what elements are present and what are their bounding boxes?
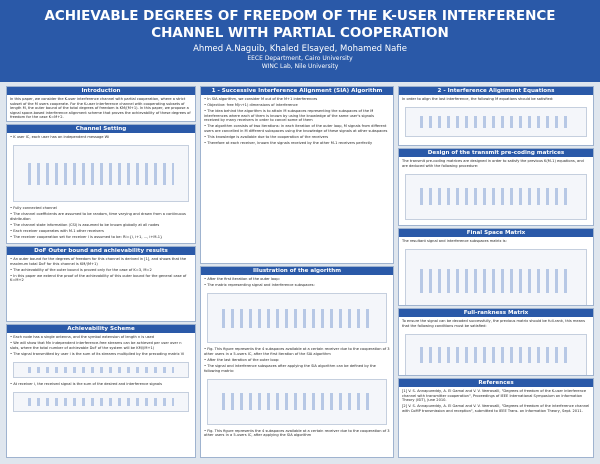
section-body: [1] V. S. Annapureddy, A. El Gamal and V…: [399, 387, 593, 417]
section-body: [399, 139, 593, 143]
paragraph: [2] V. S. Annapureddy, A. El Gamal and V…: [402, 404, 590, 413]
figure: [13, 391, 189, 412]
section-heading: Introduction: [7, 87, 195, 95]
section-body: [7, 414, 195, 418]
paragraph: • The channel state information (CSI) is…: [10, 222, 160, 227]
section: DoF Outer bound and achievability result…: [6, 246, 196, 322]
figure: [207, 378, 387, 425]
paragraph: • In SIA algorithm, we consider M out of…: [204, 97, 318, 101]
paragraph: • After the last iteration of the outer …: [204, 357, 280, 362]
paragraph: • Objective: free M(n+1) dimensions of i…: [204, 103, 298, 108]
section-body: In order to align the last interference,…: [399, 95, 593, 105]
section: Introduction In this paper, we consider t…: [6, 86, 196, 122]
paragraph: • K user IC, each user has an independen…: [10, 135, 110, 139]
affiliation: WINC Lab, Nile University: [261, 63, 339, 70]
section-body: • In SIA algorithm, we consider M out of…: [201, 95, 393, 149]
section-heading: Channel Setting: [7, 125, 195, 133]
section-heading: DoF Outer bound and achievability result…: [7, 247, 195, 255]
paragraph: • Therefore at each receiver, known the …: [204, 141, 373, 146]
header: ACHIEVABLE DEGREES OF FREEDOM OF THE K-U…: [0, 0, 600, 82]
section-body: In this paper, we consider the K-user in…: [7, 95, 195, 121]
paragraph: The resultant signal and interference su…: [402, 239, 507, 243]
section-heading: Illustration of the algorithm: [201, 267, 393, 275]
paragraph: • Each node has a single antenna, and th…: [10, 335, 155, 339]
section-heading: Achievability Scheme: [7, 325, 195, 333]
section-body: The transmit pre-coding matrices are des…: [399, 157, 593, 172]
section: Final Space Matrix The resultant signal a…: [398, 228, 594, 306]
paragraph: In this paper, we consider the K-user in…: [10, 97, 191, 120]
figure: [405, 249, 587, 305]
paragraph: • This knowledge is available due to the…: [204, 135, 329, 140]
paragraph: • The algorithm consists of two iteratio…: [204, 124, 388, 134]
section: Full-rankness Matrix To ensure the signal…: [398, 308, 594, 376]
section-body: [399, 222, 593, 225]
section-body: • An outer bound for the degrees of free…: [7, 255, 195, 286]
section-heading: 1 - Successive Interference Alignment (S…: [201, 87, 393, 95]
section: Design of the transmit pre-coding matric…: [398, 148, 594, 226]
section: 1 - Successive Interference Alignment (S…: [200, 86, 394, 264]
affiliation: EECE Department, Cairo University: [247, 55, 353, 62]
paragraph: • We will show that Mn independent inter…: [10, 341, 182, 350]
section-body: To ensure the signal can be decoded succ…: [399, 317, 593, 332]
figure: [405, 333, 587, 375]
figure: [405, 173, 587, 220]
section-body: • After the first iteration of the outer…: [201, 275, 393, 291]
paragraph: • At receiver i, the received signal is …: [10, 381, 162, 386]
paragraph: • After the first iteration of the outer…: [204, 277, 280, 281]
paragraph: • Fig. This figure represents the 4 subs…: [204, 347, 390, 356]
section-body: • Fig. This figure represents the 4 subs…: [201, 427, 393, 442]
section-heading: Final Space Matrix: [399, 229, 593, 237]
figure: [405, 107, 587, 138]
figure: [13, 145, 189, 203]
section: References [1] V. S. Annapureddy, A. El G…: [398, 378, 594, 458]
paragraph: • Fig. This figure represents the 4 subs…: [204, 428, 390, 438]
section-body: • Fig. This figure represents the 4 subs…: [201, 345, 393, 376]
authors: Ahmed A.Naguib, Khaled Elsayed, Mohamed …: [193, 44, 407, 54]
section-heading: Full-rankness Matrix: [399, 309, 593, 317]
section-body: • Fully connected channel • The channel c…: [7, 204, 195, 243]
paragraph: The transmit pre-coding matrices are des…: [402, 159, 584, 168]
title: ACHIEVABLE DEGREES OF FREEDOM OF THE K-U…: [44, 8, 556, 41]
section-body: The resultant signal and interference su…: [399, 237, 593, 247]
paragraph: [1] V. S. Annapureddy, A. El Gamal and V…: [402, 389, 587, 403]
section: Channel Setting • K user IC, each user ha…: [6, 124, 196, 244]
section-heading: Design of the transmit pre-coding matric…: [399, 149, 593, 157]
paragraph: • The achievability of the outer bound i…: [10, 267, 152, 272]
paragraph: • Fully connected channel: [10, 206, 57, 211]
figure: [207, 293, 387, 344]
section-heading: References: [399, 379, 593, 387]
paragraph: • An outer bound for the degrees of free…: [10, 257, 187, 266]
paragraph: To ensure the signal can be decoded succ…: [402, 319, 585, 328]
figure: [13, 361, 189, 378]
section: 2 - Interference Alignment Equations In o…: [398, 86, 594, 146]
paragraph: • The channel coefficients are assumed t…: [10, 212, 186, 221]
paragraph: • In this paper we extend the proof of t…: [10, 273, 187, 283]
paragraph: • The receiver cooperation set for recei…: [10, 235, 163, 240]
section: Achievability Scheme • Each node has a si…: [6, 324, 196, 458]
paragraph: • The signal and interference subspaces …: [204, 363, 376, 373]
paragraph: • The idea behind the algorithm is to at…: [204, 109, 374, 123]
section-body: • At receiver i, the received signal is …: [7, 380, 195, 390]
paragraph: • The signal transmitted by user i is th…: [10, 351, 185, 356]
section-body: • K user IC, each user has an independen…: [7, 133, 195, 143]
section-heading: 2 - Interference Alignment Equations: [399, 87, 593, 95]
paragraph: In order to align the last interference,…: [402, 97, 554, 101]
section-body: • Each node has a single antenna, and th…: [7, 333, 195, 360]
section: Illustration of the algorithm • After the…: [200, 266, 394, 458]
paragraph: • The matrix representing signal and int…: [204, 283, 315, 288]
paragraph: • Each receiver cooperates with M-1 othe…: [10, 228, 104, 233]
